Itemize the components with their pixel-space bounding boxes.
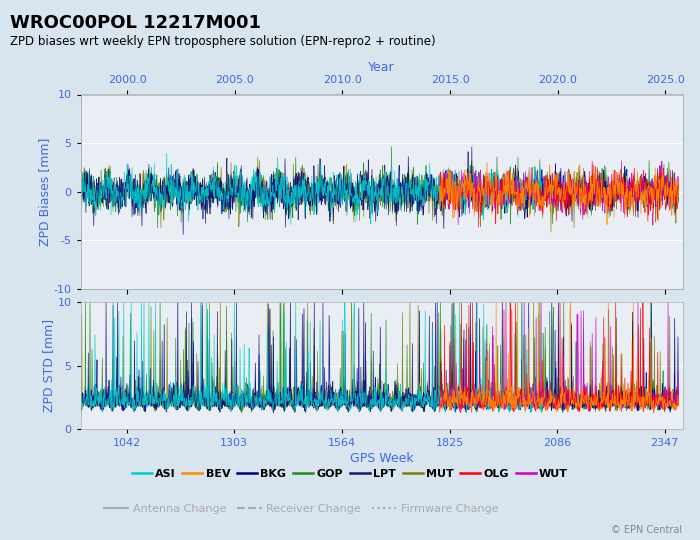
Text: WROC00POL 12217M001: WROC00POL 12217M001	[10, 14, 262, 31]
Text: © EPN Central: © EPN Central	[611, 524, 682, 535]
Y-axis label: ZPD Biases [mm]: ZPD Biases [mm]	[38, 138, 50, 246]
Legend: Antenna Change, Receiver Change, Firmware Change: Antenna Change, Receiver Change, Firmwar…	[99, 500, 503, 518]
Text: ZPD biases wrt weekly EPN troposphere solution (EPN-repro2 + routine): ZPD biases wrt weekly EPN troposphere so…	[10, 35, 436, 48]
X-axis label: GPS Week: GPS Week	[350, 453, 413, 465]
X-axis label: Year: Year	[368, 62, 395, 75]
Legend: ASI, BEV, BKG, GOP, LPT, MUT, OLG, WUT: ASI, BEV, BKG, GOP, LPT, MUT, OLG, WUT	[127, 464, 573, 483]
Y-axis label: ZPD STD [mm]: ZPD STD [mm]	[42, 319, 55, 413]
